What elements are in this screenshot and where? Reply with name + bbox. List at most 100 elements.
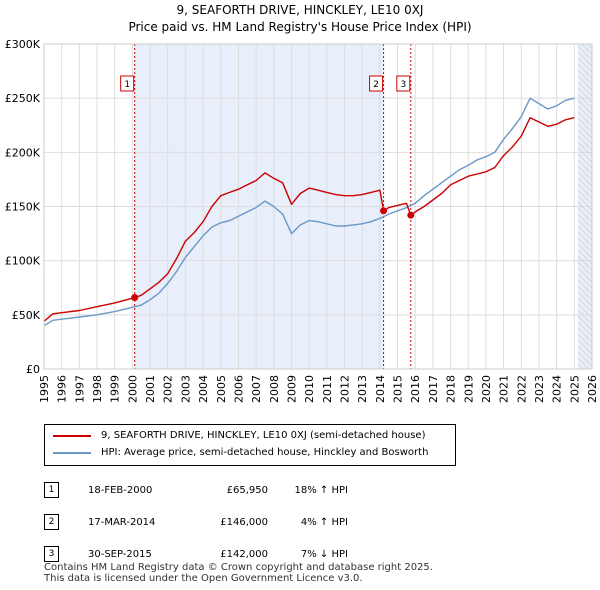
hatch-line [577, 339, 593, 355]
y-tick-label: £200K [5, 146, 41, 159]
hatch-line [577, 99, 593, 115]
x-tick-label: 2013 [356, 375, 369, 403]
x-tick-label: 2018 [445, 375, 458, 403]
table-row: 1 18-FEB-2000 £65,950 18% ↑ HPI [44, 474, 348, 506]
hatch-line [577, 207, 593, 223]
hatch-line [577, 363, 584, 369]
hatch-line [577, 327, 593, 343]
x-tick-label: 1999 [109, 375, 122, 403]
hatch-line [577, 195, 593, 211]
hatch-line [577, 345, 593, 361]
transaction-price: £146,000 [220, 516, 268, 528]
hatch-line [577, 213, 593, 229]
transaction-hpi-diff: 7% ↓ HPI [300, 548, 348, 560]
hatch-line [577, 261, 593, 277]
hatch-line [577, 171, 593, 187]
hatch-line [577, 303, 593, 319]
hatch-line [577, 111, 593, 127]
marker-box [369, 75, 384, 92]
y-tick-label: £50K [12, 309, 41, 322]
transaction-number: 2 [44, 514, 59, 530]
x-tick-label: 1997 [73, 375, 86, 403]
hatch-line [577, 285, 593, 301]
legend-item-property: 9, SEAFORTH DRIVE, HINCKLEY, LE10 0XJ (s… [53, 430, 425, 441]
legend-swatch-property [53, 434, 91, 437]
hatch-line [577, 57, 593, 73]
hatch-line [577, 147, 593, 163]
hatch-line [577, 93, 593, 109]
hatch-line [577, 51, 593, 67]
hatch-line [577, 297, 593, 313]
hatch-line [577, 165, 593, 181]
hatch-line [577, 333, 593, 349]
chart-title: 9, SEAFORTH DRIVE, HINCKLEY, LE10 0XJ [176, 3, 424, 17]
x-tick-label: 2011 [321, 375, 334, 403]
hatch-line [577, 249, 593, 265]
x-tick-label: 2019 [462, 375, 475, 403]
hatch-line [577, 267, 593, 283]
hatch-line [577, 255, 593, 271]
legend-label-hpi: HPI: Average price, semi-detached house,… [101, 447, 429, 458]
transactions-table: 1 18-FEB-2000 £65,950 18% ↑ HPI 2 17-MAR… [44, 474, 348, 570]
hatch-line [577, 357, 590, 369]
plot-border [43, 43, 593, 370]
transaction-date: 30-SEP-2015 [88, 548, 152, 560]
hatch-line [577, 63, 593, 79]
hatch-line [577, 309, 593, 325]
x-tick-label: 2006 [232, 375, 245, 403]
transaction-number: 3 [44, 546, 59, 562]
x-tick-label: 1996 [56, 375, 69, 403]
hatch-line [578, 16, 592, 30]
x-tick-label: 2002 [162, 375, 175, 403]
x-tick-label: 2015 [392, 375, 405, 403]
hatch-line [577, 183, 593, 199]
sale-point [407, 211, 415, 219]
hatch-line [577, 225, 593, 241]
hatch-line [577, 315, 593, 331]
x-tick-label: 2022 [515, 375, 528, 403]
hatch-line [577, 141, 593, 157]
hatch-line [587, 44, 593, 49]
hatch-line [577, 279, 593, 295]
hatch-line [577, 291, 593, 307]
transaction-date: 18-FEB-2000 [88, 484, 153, 496]
legend-label-property: 9, SEAFORTH DRIVE, HINCKLEY, LE10 0XJ (s… [101, 430, 426, 441]
hatch-line [577, 117, 593, 133]
x-tick-label: 2020 [480, 375, 493, 403]
price-chart: £0 £50K £100K £150K £200K £250K £300K 1995 1996 1… [5, 4, 599, 403]
table-row: 3 30-SEP-2015 £142,000 7% ↓ HPI [44, 538, 348, 570]
y-tick-label: £150K [5, 201, 41, 214]
marker-box [396, 75, 411, 92]
sale-point [131, 294, 139, 302]
x-tick-label: 2005 [215, 375, 228, 403]
hatch-line [581, 44, 593, 55]
hatch-line [577, 243, 593, 259]
transaction-hpi-diff: 18% ↑ HPI [294, 484, 348, 496]
hatch-line [577, 219, 593, 235]
hatch-line [577, 159, 593, 175]
hatch-line [577, 231, 593, 247]
hatch-line [577, 81, 593, 97]
x-tick-label: 1995 [38, 375, 51, 403]
hatch-line [577, 105, 593, 121]
hatch-line [578, 4, 592, 18]
hatch-line [577, 123, 593, 139]
x-tick-label: 2004 [197, 375, 210, 403]
x-tick-label: 2026 [586, 375, 599, 403]
footer-licence: This data is licensed under the Open Gov… [44, 573, 363, 584]
legend-swatch-hpi [53, 451, 91, 454]
x-tick-label: 1998 [91, 375, 104, 403]
transaction-hpi-diff: 4% ↑ HPI [300, 516, 348, 528]
x-tick-label: 2017 [427, 375, 440, 403]
y-tick-label: £0 [26, 363, 40, 376]
hatch-line [577, 129, 593, 145]
hatch-line [577, 351, 593, 367]
x-tick-label: 2012 [339, 375, 352, 403]
hatch-line [578, 22, 592, 36]
chart-subtitle: Price paid vs. HM Land Registry's House … [128, 20, 472, 34]
y-tick-label: £250K [5, 92, 41, 105]
footer: Contains HM Land Registry data © Crown c… [44, 562, 433, 584]
series-line-property [43, 117, 575, 322]
y-tick-label: £300K [5, 38, 41, 51]
x-tick-label: 2014 [374, 375, 387, 403]
